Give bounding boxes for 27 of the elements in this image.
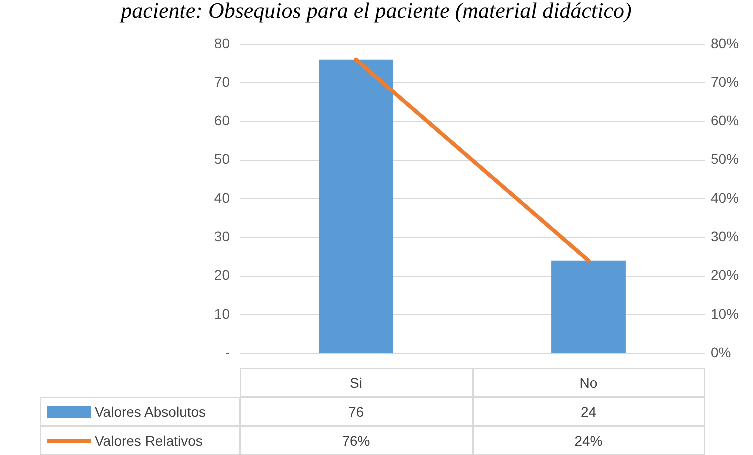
y-tick-label: 40 (214, 190, 230, 206)
y2-tick-label: 0% (711, 344, 732, 360)
x-tick-label: No (472, 368, 705, 397)
y2-tick-label: 80% (711, 35, 740, 52)
y-tick-label: - (225, 344, 230, 360)
x-tick-label: Si (240, 368, 472, 397)
y2-tick-label: 40% (711, 190, 740, 206)
y-tick-label: 20 (214, 267, 230, 284)
data-label: 24 (472, 397, 705, 426)
y2-tick-label: 60% (711, 112, 740, 129)
y2-tick-label: 30% (711, 228, 740, 245)
y-tick-label: 50 (214, 151, 230, 168)
y-tick-label: 60 (214, 112, 230, 129)
data-label: 24% (472, 426, 705, 455)
y-tick-label: 70 (214, 74, 230, 90)
data-label: 76 (240, 397, 472, 426)
y2-tick-label: 10% (711, 306, 740, 322)
y-tick-label: 30 (214, 228, 230, 245)
chart-title: paciente: Obsequios para el paciente (material didáctico) (119, 0, 633, 24)
y2-tick-label: 70% (711, 74, 740, 90)
legend-label: Valores Absolutos (95, 404, 206, 420)
y-tick-label: 10 (214, 306, 230, 322)
y-tick-label: 80 (214, 35, 230, 52)
data-label: 76% (240, 426, 472, 455)
legend-label: Valores Relativos (95, 432, 203, 448)
y2-tick-label: 50% (711, 151, 740, 168)
y2-tick-label: 20% (711, 267, 740, 284)
